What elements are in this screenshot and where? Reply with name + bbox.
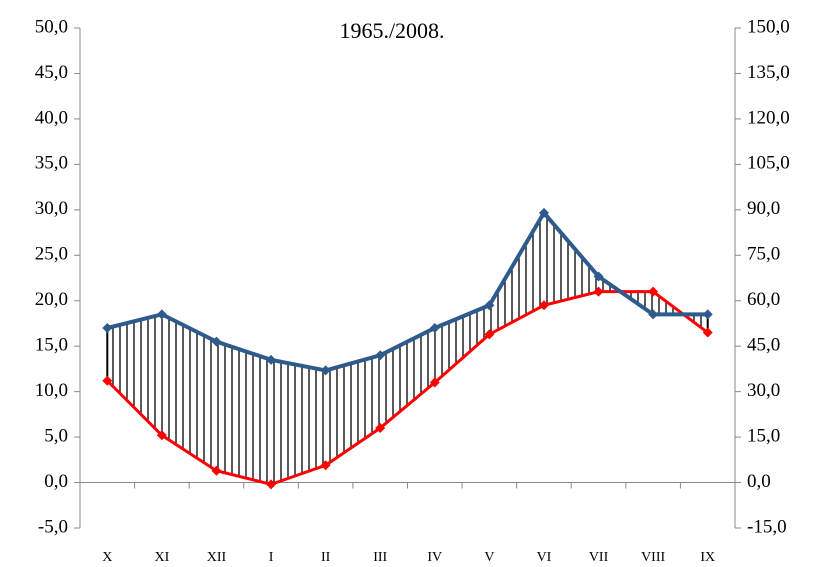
y2-tick-label: 75,0 xyxy=(747,244,780,265)
data-point xyxy=(648,309,659,320)
data-point xyxy=(102,375,113,386)
x-tick-label: X xyxy=(102,550,112,565)
y-tick-label: -5,0 xyxy=(38,516,68,537)
y-tick-label: 40,0 xyxy=(35,107,68,128)
data-point xyxy=(266,354,277,365)
data-point xyxy=(211,465,222,476)
data-point xyxy=(538,207,549,218)
data-point xyxy=(266,479,277,490)
y2-tick-label: 90,0 xyxy=(747,198,780,219)
data-point xyxy=(484,329,495,340)
y2-tick-label: 135,0 xyxy=(747,62,790,83)
y-tick-label: 15,0 xyxy=(35,335,68,356)
x-tick-label: XI xyxy=(154,550,169,565)
chart-title: 1965./2008. xyxy=(339,18,444,43)
y-tick-label: 25,0 xyxy=(35,244,68,265)
y2-tick-label: 105,0 xyxy=(747,153,790,174)
y-tick-label: 30,0 xyxy=(35,198,68,219)
data-point xyxy=(702,327,713,338)
x-tick-label: XII xyxy=(207,550,227,565)
hatched-area xyxy=(106,211,709,486)
y2-tick-label: 150,0 xyxy=(747,16,790,37)
data-point xyxy=(429,377,440,388)
data-point xyxy=(593,286,604,297)
y2-tick-label: 0,0 xyxy=(747,471,771,492)
data-point xyxy=(156,430,167,441)
x-tick-label: IX xyxy=(700,550,715,565)
y2-tick-label: 30,0 xyxy=(747,380,780,401)
x-tick-label: III xyxy=(373,550,387,565)
y-tick-label: 50,0 xyxy=(35,16,68,37)
y-tick-label: 35,0 xyxy=(35,153,68,174)
y2-tick-label: 45,0 xyxy=(747,335,780,356)
x-tick-label: V xyxy=(484,550,494,565)
x-tick-label: VIII xyxy=(641,550,665,565)
data-point xyxy=(593,271,604,282)
data-point xyxy=(538,300,549,311)
x-tick-label: I xyxy=(269,550,274,565)
x-tick-label: II xyxy=(321,550,331,565)
data-point xyxy=(320,365,331,376)
series-line xyxy=(106,290,709,486)
data-point xyxy=(702,309,713,320)
data-point xyxy=(320,460,331,471)
data-point xyxy=(375,423,386,433)
series-line xyxy=(106,209,708,373)
y2-tick-label: 120,0 xyxy=(747,107,790,128)
y2-tick-label: -15,0 xyxy=(747,516,787,537)
data-point xyxy=(429,323,440,333)
x-tick-label: VII xyxy=(589,550,609,565)
y-tick-label: 5,0 xyxy=(44,425,68,446)
y-tick-label: 45,0 xyxy=(35,62,68,83)
x-tick-label: VI xyxy=(537,550,552,565)
y-tick-label: 20,0 xyxy=(35,289,68,310)
y2-tick-label: 60,0 xyxy=(747,289,780,310)
data-point xyxy=(211,336,222,347)
data-point xyxy=(484,300,495,311)
x-tick-label: IV xyxy=(427,550,442,565)
y2-tick-label: 15,0 xyxy=(747,425,780,446)
y-tick-label: 10,0 xyxy=(35,380,68,401)
data-point xyxy=(102,323,113,333)
y-tick-label: 0,0 xyxy=(44,471,68,492)
data-point xyxy=(156,309,167,320)
data-point xyxy=(375,350,386,361)
data-point xyxy=(648,286,659,297)
